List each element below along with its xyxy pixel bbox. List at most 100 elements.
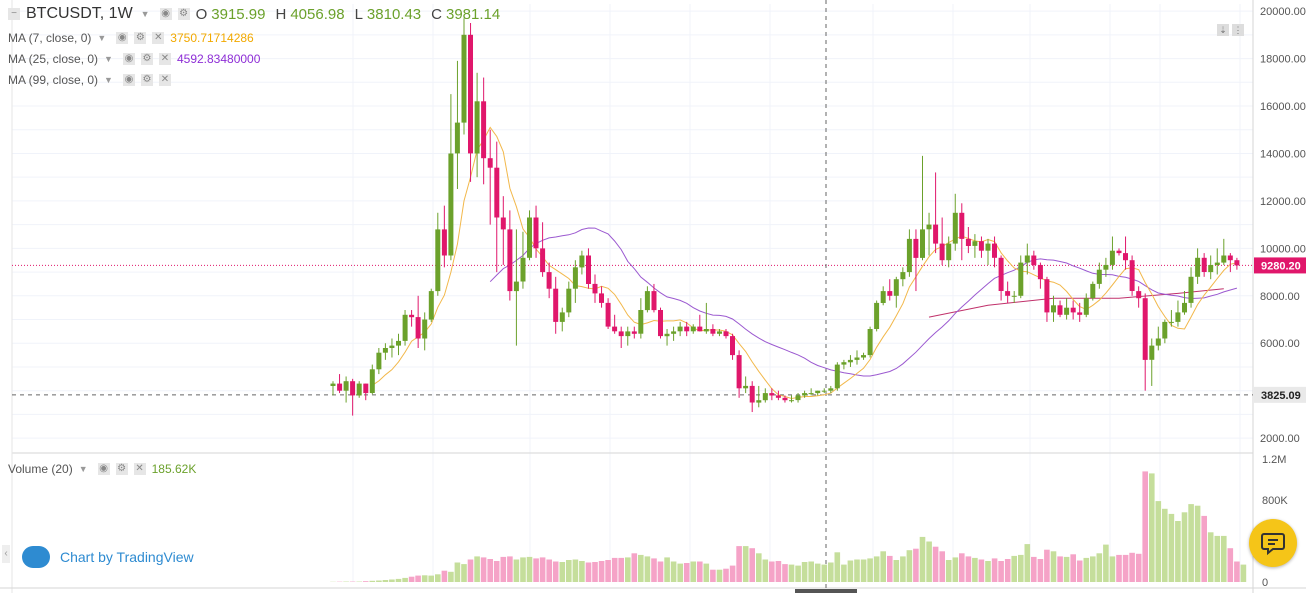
move-down-icon[interactable]: ⇣ xyxy=(1217,24,1229,36)
gear-icon[interactable]: ⚙ xyxy=(134,32,147,44)
candle-body xyxy=(389,345,395,348)
eye-icon[interactable]: ◉ xyxy=(159,8,172,20)
chevron-down-icon[interactable]: ▼ xyxy=(78,464,88,474)
symbol-title[interactable]: BTCUSDT, 1W xyxy=(26,5,133,22)
volume-bar xyxy=(467,559,474,582)
chevron-down-icon[interactable]: ▼ xyxy=(97,33,107,43)
volume-value: 185.62K xyxy=(151,462,197,476)
volume-bar xyxy=(552,561,559,582)
ma99-label[interactable]: MA (99, close, 0) xyxy=(8,73,99,87)
volume-bar xyxy=(566,560,572,582)
volume-bar xyxy=(389,579,395,582)
candle-body xyxy=(494,167,500,218)
volume-bar xyxy=(1103,544,1109,582)
candle-body xyxy=(337,383,343,391)
candle-body xyxy=(546,272,552,289)
volume-bar xyxy=(546,559,552,582)
volume-bar xyxy=(1162,508,1168,582)
volume-bar xyxy=(703,563,710,582)
candle-body xyxy=(1208,265,1214,273)
volume-bar xyxy=(493,561,500,582)
volume-bar xyxy=(1090,556,1096,582)
candle-body xyxy=(828,388,834,391)
gear-icon[interactable]: ⚙ xyxy=(115,463,128,475)
volume-label[interactable]: Volume (20) xyxy=(8,462,73,476)
crosshair-time-label xyxy=(795,589,857,593)
volume-bar xyxy=(952,557,959,582)
candle-body xyxy=(1018,262,1024,296)
volume-bar xyxy=(1194,505,1201,582)
volume-bar xyxy=(756,553,762,582)
close-icon[interactable]: ✕ xyxy=(158,53,171,65)
candle-body xyxy=(1057,305,1063,315)
eye-icon[interactable]: ◉ xyxy=(122,74,135,86)
chevron-down-icon[interactable]: ▼ xyxy=(140,9,150,19)
open-value: 3915.99 xyxy=(211,5,266,23)
volume-bar xyxy=(1122,554,1129,582)
candle-body xyxy=(1221,255,1227,263)
tradingview-branding[interactable]: Chart by TradingView xyxy=(22,546,194,568)
low-value: 3810.43 xyxy=(366,5,422,23)
candle-body xyxy=(382,348,388,353)
volume-bar xyxy=(749,548,755,582)
candle-body xyxy=(998,257,1004,291)
chat-button[interactable] xyxy=(1249,519,1297,567)
close-icon[interactable]: ✕ xyxy=(133,463,146,475)
candle-body xyxy=(749,385,755,403)
tradingview-text[interactable]: Chart by TradingView xyxy=(60,549,194,565)
price-tick-label: 12000.00 xyxy=(1260,196,1306,208)
candle-body xyxy=(356,383,362,396)
candle-body xyxy=(847,359,853,363)
candle-body xyxy=(952,212,958,244)
gear-icon[interactable]: ⚙ xyxy=(140,53,153,65)
close-icon[interactable]: ✕ xyxy=(152,32,165,44)
eye-icon[interactable]: ◉ xyxy=(97,463,110,475)
ma7-label[interactable]: MA (7, close, 0) xyxy=(8,31,92,45)
candle-body xyxy=(566,288,572,313)
gear-icon[interactable]: ⚙ xyxy=(140,74,153,86)
gear-icon[interactable]: ⚙ xyxy=(177,8,190,20)
more-icon[interactable]: ⋮ xyxy=(1232,24,1244,36)
volume-bar xyxy=(978,559,985,582)
volume-bar xyxy=(697,561,703,582)
volume-bar xyxy=(1227,548,1234,582)
volume-bar xyxy=(854,559,860,582)
volume-bar xyxy=(500,556,507,582)
eye-icon[interactable]: ◉ xyxy=(116,32,129,44)
volume-tick-label: 1.2M xyxy=(1262,454,1286,466)
candle-body xyxy=(1090,283,1096,299)
ma25-label[interactable]: MA (25, close, 0) xyxy=(8,52,99,66)
candle-body xyxy=(933,224,939,244)
volume-bar xyxy=(415,575,421,582)
candle-body xyxy=(1214,262,1220,265)
volume-bar xyxy=(670,561,677,582)
candle-body xyxy=(1011,295,1017,297)
volume-bar xyxy=(847,560,854,582)
candle-body xyxy=(1155,338,1161,346)
candle-body xyxy=(730,336,735,356)
volume-bar xyxy=(1050,551,1057,582)
current-price-label-bg xyxy=(1254,257,1306,274)
volume-bar xyxy=(421,575,428,582)
candle-body xyxy=(553,288,559,322)
volume-bar xyxy=(998,561,1004,582)
collapse-icon[interactable]: − xyxy=(8,8,20,20)
volume-bar xyxy=(1149,473,1155,582)
candle-body xyxy=(1044,279,1050,313)
close-icon[interactable]: ✕ xyxy=(158,74,171,86)
candle-body xyxy=(684,326,690,332)
candle-body xyxy=(376,352,382,370)
chevron-down-icon[interactable]: ▼ xyxy=(104,75,113,85)
candle-body xyxy=(697,326,703,332)
chevron-left-icon[interactable]: ‹ xyxy=(2,545,10,563)
volume-bar xyxy=(631,553,638,582)
volume-bar xyxy=(1175,521,1181,582)
volume-bar xyxy=(1004,559,1011,582)
eye-icon[interactable]: ◉ xyxy=(122,53,135,65)
volume-bar xyxy=(900,556,906,582)
tradingview-cloud-icon xyxy=(22,546,50,568)
volume-bar xyxy=(382,580,389,582)
chevron-down-icon[interactable]: ▼ xyxy=(104,54,113,64)
candle-body xyxy=(671,331,677,334)
